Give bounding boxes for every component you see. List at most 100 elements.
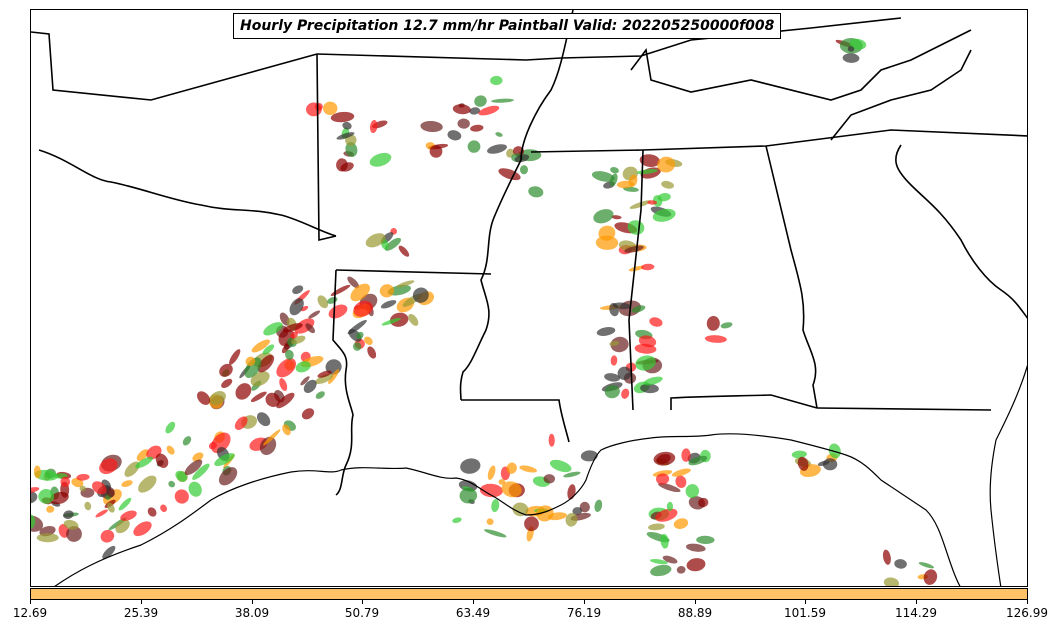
precip-blob: [640, 383, 659, 394]
precip-blob: [107, 502, 115, 513]
precip-blob: [501, 481, 522, 498]
precip-blob: [138, 475, 157, 493]
map-canvas: [31, 10, 1027, 586]
precip-blob: [661, 180, 674, 189]
precip-blob: [367, 346, 377, 359]
precip-blob: [611, 215, 622, 220]
precip-blob: [698, 497, 709, 508]
precip-blob: [621, 388, 630, 399]
precip-blob: [33, 465, 41, 479]
border-oklahoma-arkansas: [316, 53, 337, 242]
precip-blob: [276, 392, 295, 409]
precip-blob: [420, 120, 443, 133]
precip-blob: [276, 358, 297, 378]
precip-blob: [221, 378, 233, 389]
border-carolinas: [895, 144, 1027, 319]
precip-blob: [671, 468, 691, 477]
precip-blob: [685, 543, 706, 552]
precip-blob: [166, 445, 175, 455]
precip-blob: [308, 310, 321, 319]
precip-blob: [219, 363, 233, 377]
border-alabama-florida: [670, 394, 818, 410]
precip-blob: [616, 180, 635, 189]
precip-blob: [609, 302, 619, 317]
colorbar-tick: [695, 600, 696, 604]
border-virginia: [830, 49, 972, 141]
precip-blob: [184, 459, 203, 476]
precip-blob: [174, 489, 189, 504]
precip-blob: [92, 481, 107, 495]
precip-blob: [484, 529, 507, 538]
border-texas-louisiana: [332, 269, 354, 496]
precip-blob: [305, 323, 315, 334]
precip-blob: [353, 300, 373, 317]
border-georgia-florida: [816, 407, 992, 411]
precip-blob: [828, 443, 841, 459]
precip-blob: [635, 355, 656, 371]
precip-blob: [604, 373, 621, 382]
precip-blob: [263, 429, 281, 446]
precip-blob: [487, 144, 507, 154]
precip-blob: [572, 507, 583, 516]
precip-blob: [617, 366, 632, 381]
precip-blob: [894, 559, 907, 569]
precip-blob: [155, 453, 169, 468]
precip-blob: [467, 140, 481, 153]
precip-blob: [628, 265, 645, 272]
precip-blob: [290, 331, 298, 339]
precip-blob: [100, 529, 115, 543]
precip-blob: [209, 391, 226, 405]
precip-blob: [102, 545, 116, 559]
precip-blob: [528, 186, 544, 198]
border-louisiana-mississippi: [461, 399, 570, 443]
precip-blob: [279, 378, 288, 392]
precip-blob: [650, 564, 672, 577]
precip-blob: [364, 336, 373, 345]
precip-blob: [188, 481, 202, 497]
precip-blob: [282, 424, 291, 436]
precip-blob: [604, 384, 620, 399]
precip-blob: [487, 465, 496, 480]
precip-blob: [285, 349, 294, 360]
precip-blob: [115, 519, 130, 534]
precip-blob: [469, 107, 481, 115]
precip-blob: [923, 569, 938, 585]
precip-blob: [666, 501, 674, 511]
precip-blob: [495, 132, 503, 137]
colorbar-tick: [584, 600, 585, 604]
precip-blob: [265, 392, 281, 408]
map-panel: [30, 9, 1028, 587]
map-title: Hourly Precipitation 12.7 mm/hr Paintbal…: [233, 13, 782, 39]
precip-blob: [328, 304, 348, 319]
precip-blob: [314, 373, 334, 385]
precip-blob: [182, 436, 192, 446]
precip-blob: [121, 480, 133, 487]
precip-blob: [99, 458, 118, 475]
colorbar-tick-label: 12.69: [12, 606, 48, 620]
precip-blob: [638, 335, 657, 348]
precip-blob: [380, 300, 397, 309]
border-mississippi-alabama: [628, 149, 644, 411]
precip-blob: [218, 467, 238, 486]
precip-blob: [524, 516, 539, 532]
colorbar-tick-label: 101.59: [784, 606, 826, 620]
precip-blob: [36, 533, 59, 543]
precip-blob: [639, 154, 660, 167]
precip-blob: [519, 165, 529, 175]
precip-blob: [257, 354, 275, 373]
precip-blob: [350, 283, 370, 302]
precip-blob: [791, 450, 807, 459]
precip-blob: [595, 235, 619, 250]
precip-blob: [506, 462, 517, 474]
coast-louisiana: [340, 433, 961, 586]
precip-blob: [657, 193, 671, 202]
precip-blob: [452, 517, 462, 524]
colorbar-tick: [1027, 600, 1028, 604]
colorbar-tick: [916, 600, 917, 604]
precip-blob: [685, 484, 700, 499]
precip-blob: [49, 491, 69, 505]
precip-blob: [479, 483, 503, 498]
precip-blob: [66, 526, 82, 542]
precip-blob: [459, 487, 478, 504]
colorbar-tick: [362, 600, 363, 604]
